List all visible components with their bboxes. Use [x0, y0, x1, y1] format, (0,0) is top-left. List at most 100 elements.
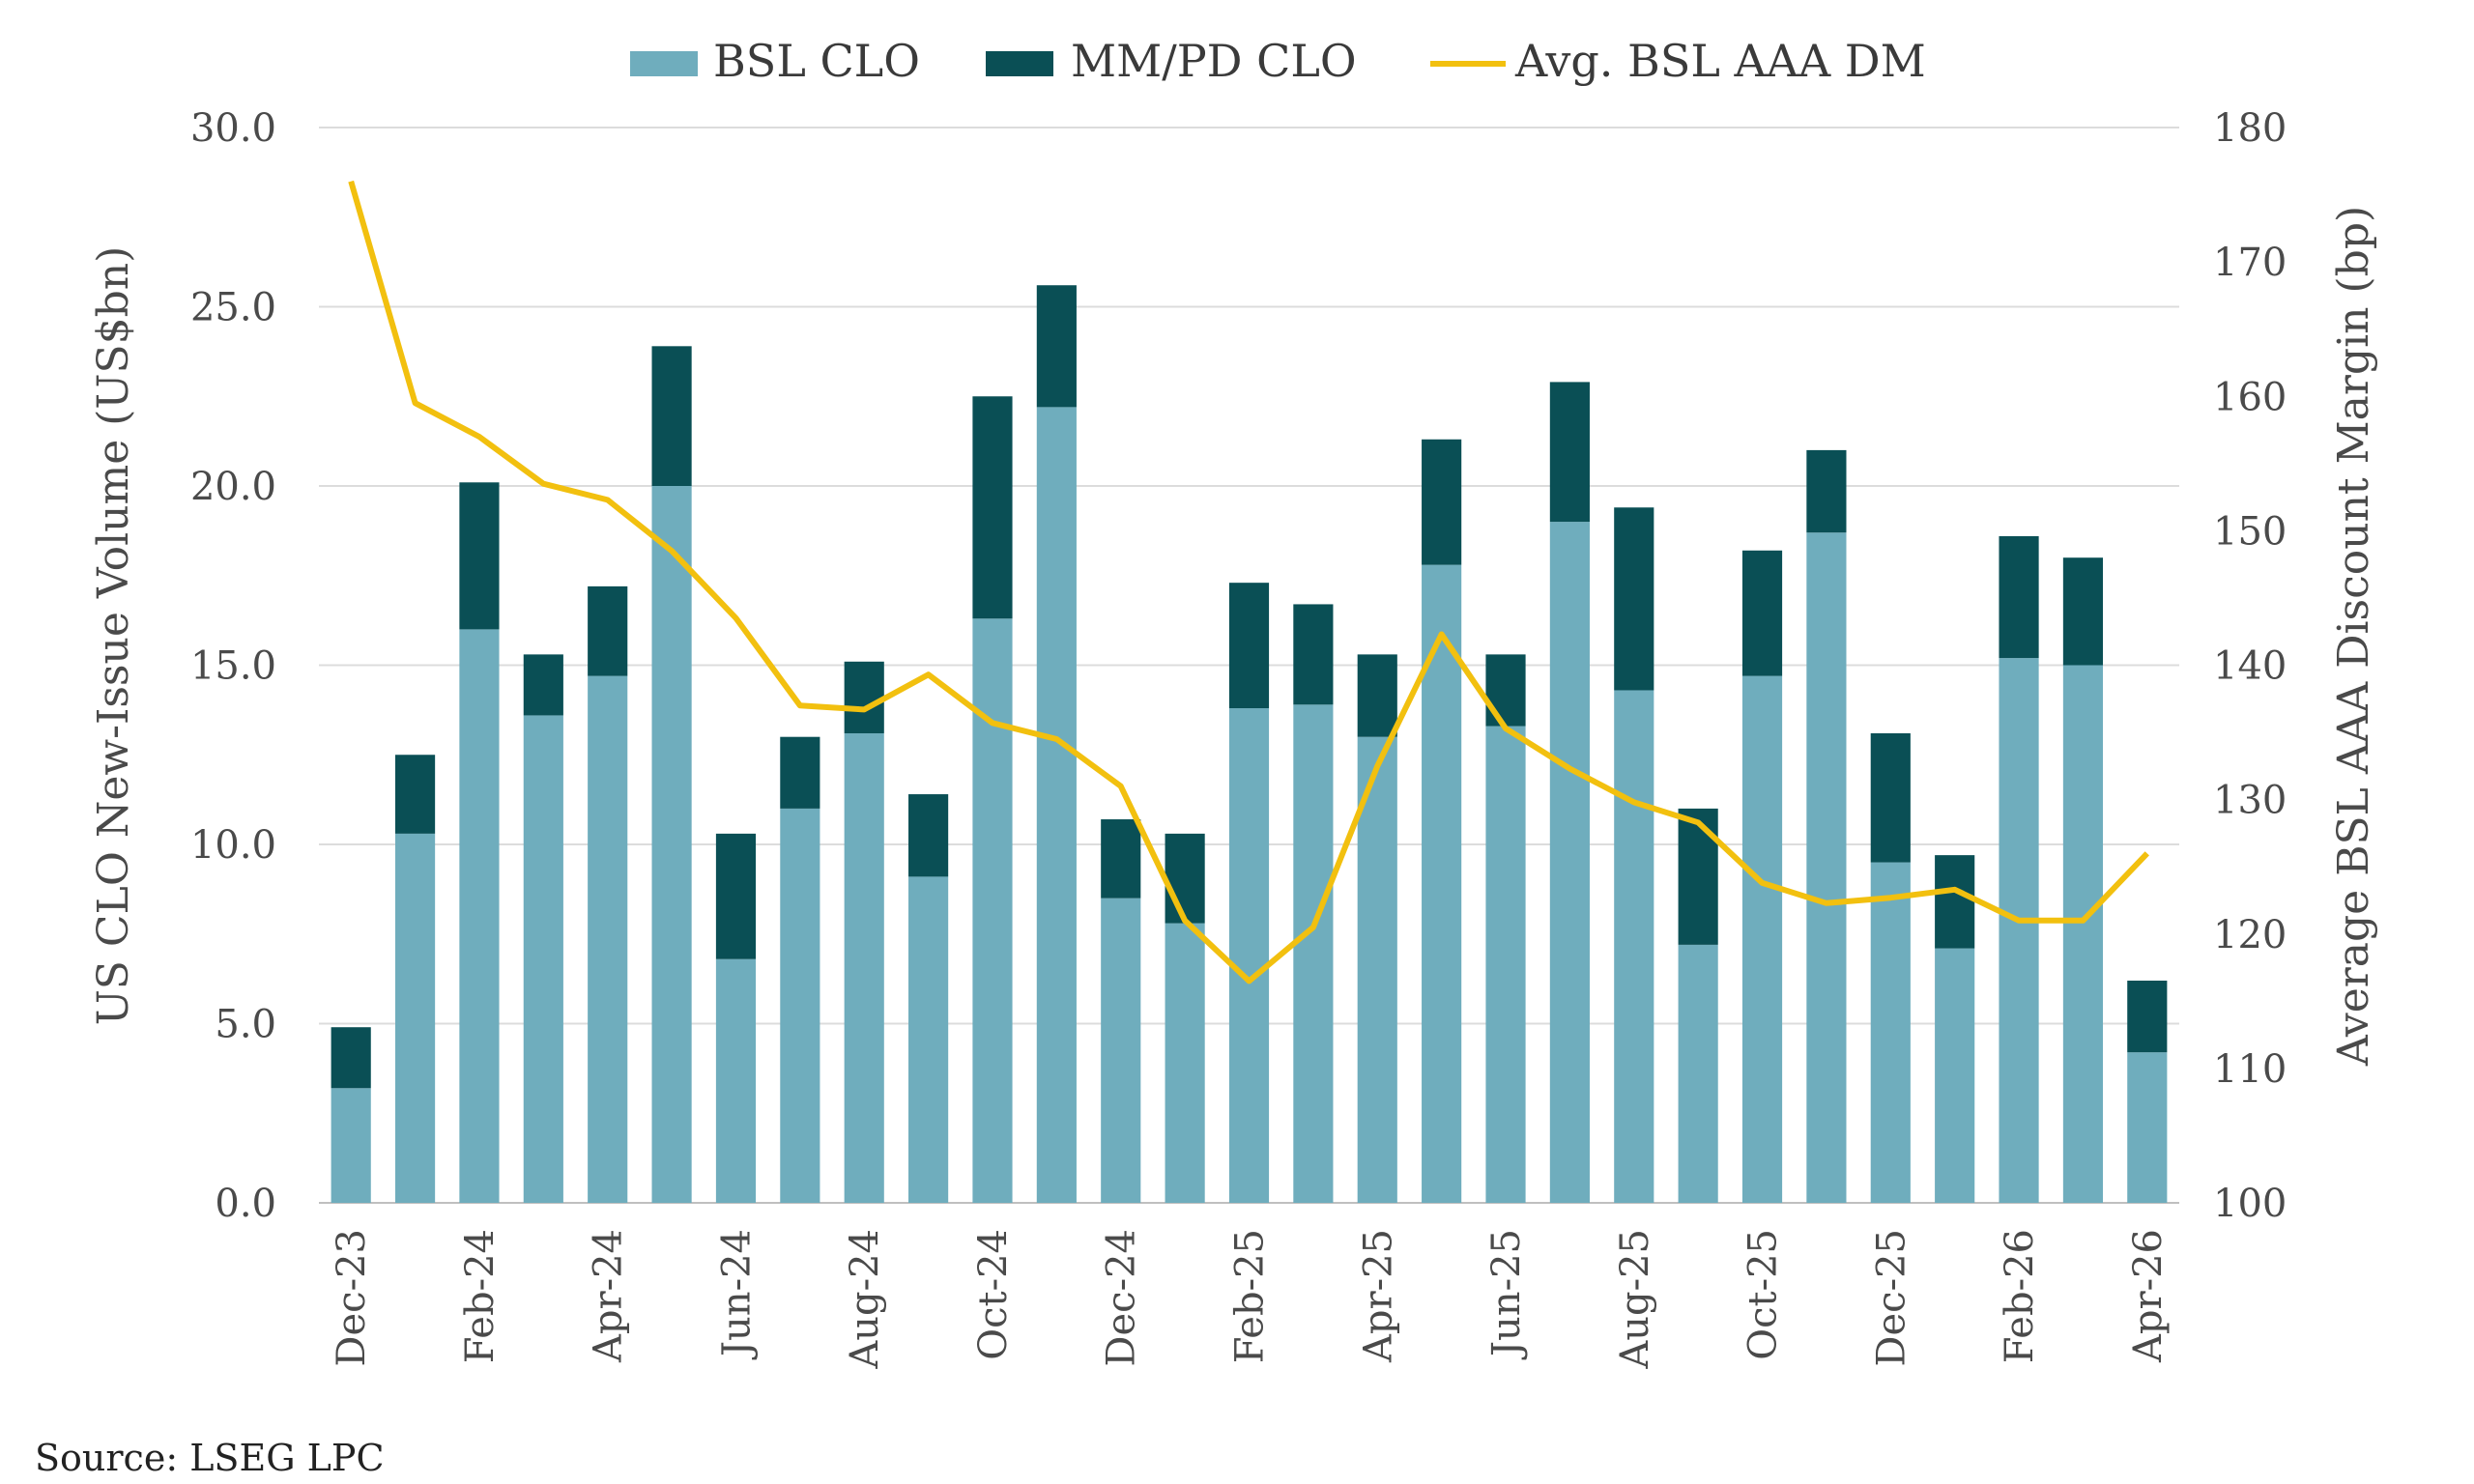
bar-bsl-clo [1549, 522, 1590, 1203]
legend-label-bsl: BSL CLO [713, 35, 920, 87]
bar-mmpd-clo [651, 346, 692, 486]
y-axis-right-title: Average BSL AAA Discount Margin (bp) [2329, 206, 2378, 1067]
x-tick-label: Aug-24 [843, 1229, 887, 1370]
bar-mmpd-clo [1806, 449, 1847, 533]
bar-bsl-clo [459, 629, 500, 1203]
y-right-tick-label: 160 [2213, 375, 2287, 419]
bar-mmpd-clo [331, 1027, 371, 1089]
bar-mmpd-clo [844, 661, 884, 733]
y-right-tick-label: 170 [2213, 241, 2287, 285]
y-right-tick-label: 130 [2213, 779, 2287, 823]
legend: BSL CLO MM/PD CLO Avg. BSL AAA DM [630, 35, 1926, 87]
y-right-tick-label: 100 [2213, 1182, 2287, 1226]
bar-bsl-clo [1678, 944, 1718, 1203]
bar-bsl-clo [1101, 898, 1141, 1203]
y-right-tick-label: 140 [2213, 644, 2287, 689]
y-left-tick-label: 0.0 [215, 1182, 276, 1226]
bar-mmpd-clo [1293, 604, 1334, 705]
bar-bsl-clo [1614, 690, 1654, 1203]
bar-mmpd-clo [523, 654, 563, 716]
y-right-tick-label: 110 [2213, 1047, 2287, 1092]
legend-label-dm: Avg. BSL AAA DM [1514, 35, 1926, 87]
bar-bsl-clo [1741, 675, 1783, 1203]
bar-bsl-clo [1485, 726, 1526, 1203]
bar-mmpd-clo [715, 833, 757, 959]
legend-swatch-mmpd [986, 51, 1053, 76]
bar-mmpd-clo [1165, 833, 1205, 924]
y-left-tick-label: 30.0 [190, 106, 276, 151]
bar-mmpd-clo [1357, 654, 1397, 737]
bar-bsl-clo [844, 732, 884, 1203]
bar-bsl-clo [1935, 948, 1975, 1203]
right-axis-ticks: 100 110 120 130 140 150 160 170 180 [2213, 106, 2287, 1226]
bar-mmpd-clo [1036, 285, 1077, 408]
x-tick-label: Apr-26 [2126, 1229, 2171, 1363]
x-tick-label: Dec-23 [330, 1229, 374, 1367]
x-tick-label: Aug-25 [1613, 1229, 1657, 1370]
y-left-tick-label: 10.0 [190, 823, 276, 868]
bar-bsl-clo [1165, 923, 1205, 1203]
bar-mmpd-clo [2062, 557, 2104, 666]
y-left-tick-label: 25.0 [190, 286, 276, 330]
legend-label-mmpd: MM/PD CLO [1071, 35, 1357, 87]
x-tick-label: Oct-25 [1741, 1229, 1786, 1360]
bar-mmpd-clo [780, 736, 820, 809]
bar-bsl-clo [780, 808, 820, 1203]
bar-mmpd-clo [908, 794, 949, 877]
bar-bsl-clo [651, 486, 692, 1203]
bar-bsl-clo [1228, 708, 1270, 1203]
bar-mmpd-clo [1485, 654, 1526, 727]
bar-bsl-clo [715, 958, 757, 1203]
x-tick-label: Dec-24 [1100, 1229, 1144, 1367]
bar-mmpd-clo [1228, 583, 1270, 709]
bar-bsl-clo [331, 1088, 371, 1203]
bars [331, 285, 2168, 1203]
bar-mmpd-clo [459, 482, 500, 630]
x-tick-label: Apr-25 [1356, 1229, 1400, 1363]
bar-mmpd-clo [394, 755, 436, 834]
bar-mmpd-clo [1614, 507, 1654, 691]
bar-bsl-clo [1870, 862, 1911, 1203]
bar-mmpd-clo [1741, 550, 1783, 676]
bar-bsl-clo [1999, 658, 2039, 1203]
bar-mmpd-clo [1870, 732, 1911, 863]
y-right-tick-label: 150 [2213, 509, 2287, 554]
bar-bsl-clo [2127, 1052, 2168, 1203]
bar-mmpd-clo [1935, 855, 1975, 949]
x-tick-label: Oct-24 [971, 1229, 1016, 1360]
bar-bsl-clo [1357, 736, 1397, 1203]
bar-bsl-clo [523, 715, 563, 1203]
legend-swatch-bsl [630, 51, 698, 76]
x-tick-label: Feb-26 [1998, 1229, 2042, 1363]
bar-bsl-clo [908, 876, 949, 1203]
bar-mmpd-clo [1999, 535, 2039, 659]
bar-mmpd-clo [1678, 808, 1718, 945]
bar-mmpd-clo [2127, 980, 2168, 1053]
x-tick-label: Apr-24 [587, 1229, 631, 1363]
y-axis-left-title: US CLO New-Issue Volume (US$bn) [89, 246, 138, 1026]
y-left-tick-label: 15.0 [190, 644, 276, 689]
x-tick-label: Jun-25 [1484, 1229, 1529, 1360]
bar-mmpd-clo [588, 585, 628, 676]
left-axis-ticks: 0.0 5.0 10.0 15.0 20.0 25.0 30.0 [190, 106, 276, 1226]
y-left-tick-label: 5.0 [215, 1003, 276, 1047]
bar-bsl-clo [972, 618, 1013, 1203]
bar-bsl-clo [1036, 407, 1077, 1203]
bar-bsl-clo [1293, 704, 1334, 1203]
bar-mmpd-clo [1549, 382, 1590, 523]
y-right-tick-label: 180 [2213, 106, 2287, 151]
line-avg-bsl-aaa-dm [348, 180, 2149, 985]
bar-bsl-clo [394, 833, 436, 1203]
bar-mmpd-clo [1422, 439, 1462, 565]
y-left-tick-label: 20.0 [190, 465, 276, 509]
x-tick-label: Feb-25 [1228, 1229, 1273, 1363]
dm-line [348, 180, 2149, 985]
bar-bsl-clo [588, 675, 628, 1203]
bar-bsl-clo [1422, 564, 1462, 1203]
bar-bsl-clo [2062, 665, 2104, 1203]
source-note: Source: LSEG LPC [35, 1437, 385, 1479]
y-right-tick-label: 120 [2213, 913, 2287, 957]
x-axis-ticks: Dec-23 Feb-24 Apr-24 Jun-24 Aug-24 Oct-24 Dec-… [330, 1229, 2171, 1370]
bar-mmpd-clo [972, 396, 1013, 619]
